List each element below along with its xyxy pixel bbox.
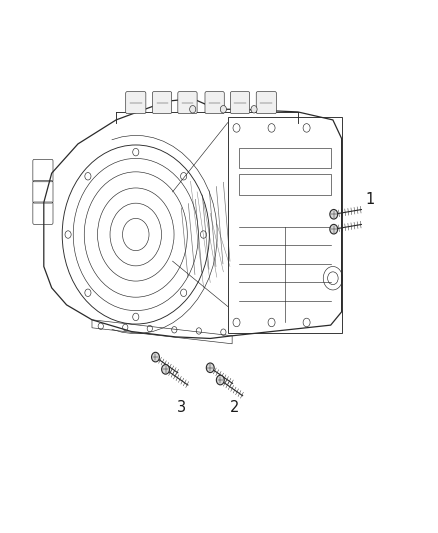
Text: 2: 2 <box>230 400 239 415</box>
Circle shape <box>251 106 257 113</box>
Circle shape <box>216 375 224 385</box>
Circle shape <box>330 224 338 234</box>
FancyBboxPatch shape <box>230 92 250 114</box>
Text: 3: 3 <box>177 400 186 415</box>
Circle shape <box>206 363 214 373</box>
Circle shape <box>152 352 159 362</box>
FancyBboxPatch shape <box>126 92 146 114</box>
Circle shape <box>190 106 196 113</box>
FancyBboxPatch shape <box>152 92 172 114</box>
FancyBboxPatch shape <box>205 92 224 114</box>
Text: 1: 1 <box>365 192 375 207</box>
FancyBboxPatch shape <box>256 92 276 114</box>
Circle shape <box>220 106 226 113</box>
Circle shape <box>330 209 338 219</box>
Circle shape <box>162 365 170 374</box>
FancyBboxPatch shape <box>178 92 197 114</box>
